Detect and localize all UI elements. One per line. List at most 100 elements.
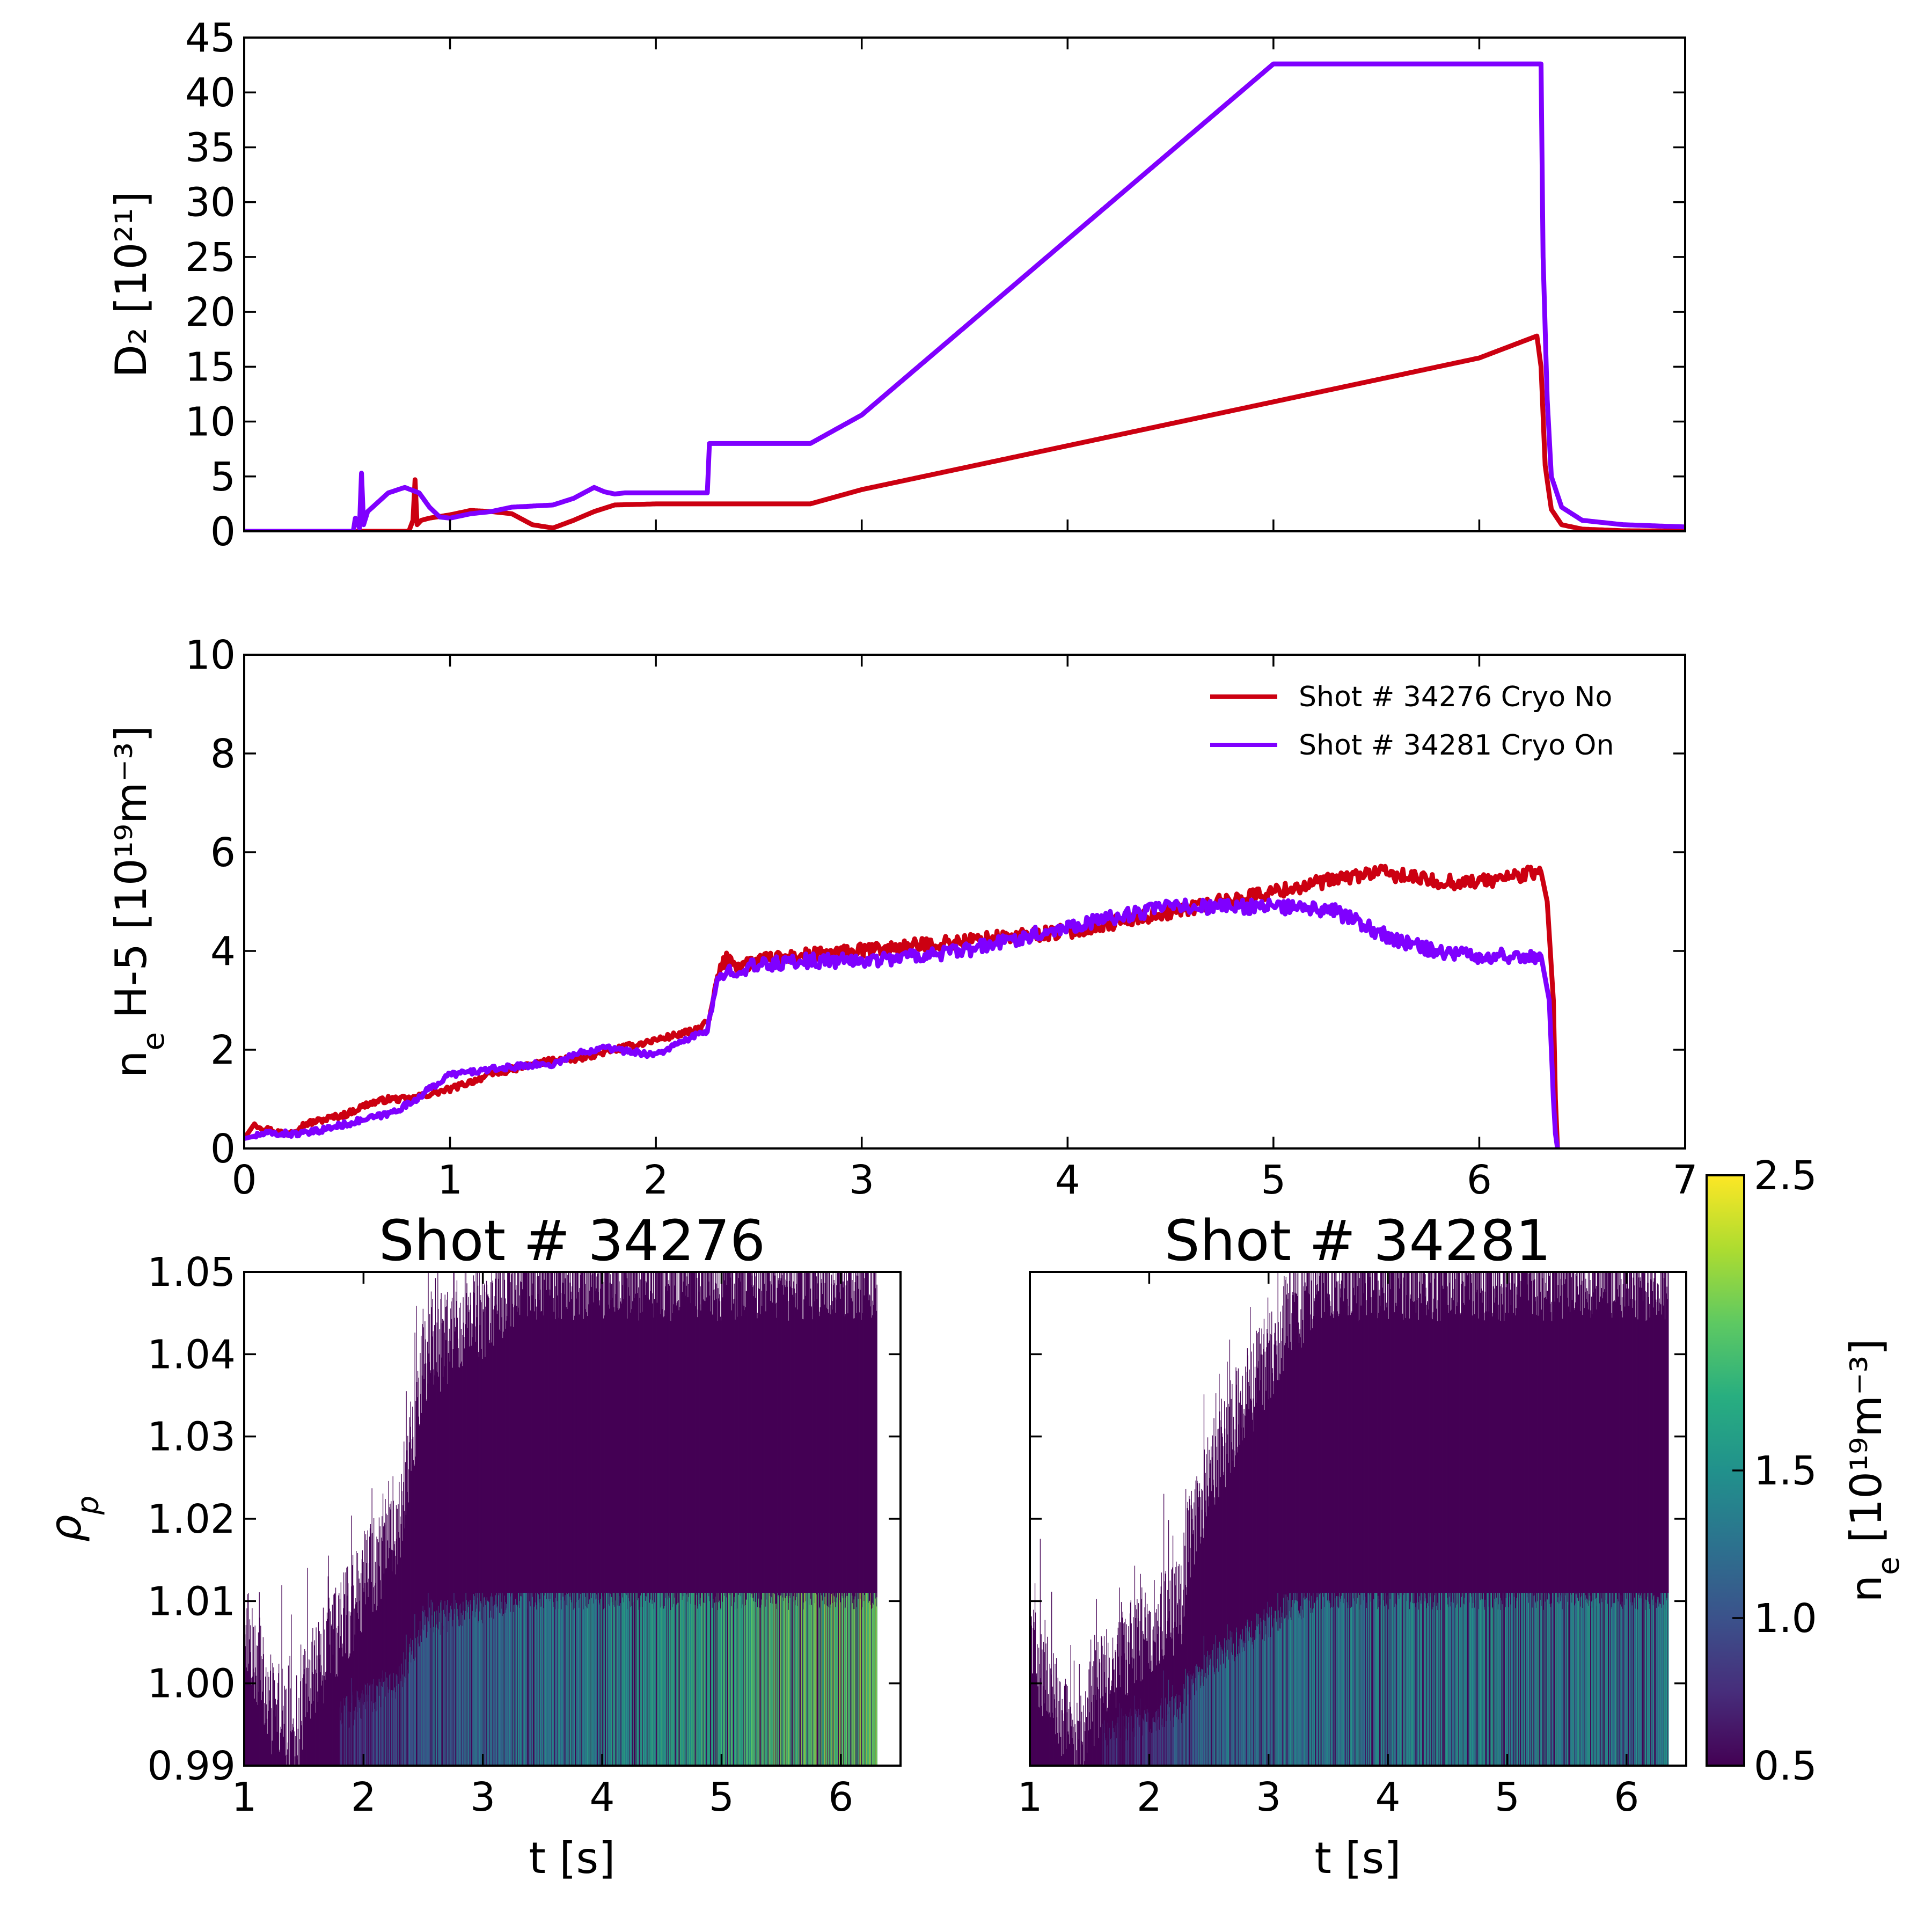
heatmap-shot-34281-edge-cell-3.852 [1370, 1272, 1371, 1766]
heatmap-shot-34276-edge-cell-1.116 [258, 1632, 259, 1766]
heatmap-shot-34281-core-cell-3.716 [1353, 1593, 1355, 1766]
heatmap-shot-34281-core-cell-4.888 [1494, 1604, 1495, 1766]
heatmap-shot-34281-core-cell-2.504 [1209, 1665, 1210, 1766]
heatmap-shot-34276-core-cell-1.904 [352, 1695, 353, 1766]
heatmap-shot-34281-core-cell-3.492 [1327, 1600, 1328, 1766]
heatmap-shot-34276-edge-cell-2.516 [425, 1339, 426, 1766]
heatmap-shot-34281-edge-cell-5.804 [1603, 1292, 1604, 1766]
heatmap-shot-34276-core-cell-4.536 [666, 1593, 667, 1766]
heatmap-shot-34281-core-cell-3.908 [1377, 1593, 1378, 1766]
heatmap-shot-34281-core-cell-3.284 [1302, 1609, 1304, 1766]
heatmap-shot-34281-edge-cell-4.268 [1419, 1272, 1421, 1766]
heatmap-shot-34281-edge-cell-1.052 [1036, 1673, 1037, 1766]
top-ytick-label-0: 0 [210, 509, 236, 555]
heatmap-shot-34281-edge-cell-1.160 [1049, 1712, 1050, 1766]
heatmap-shot-34276-edge-cell-2.104 [376, 1610, 377, 1766]
heatmap-shot-34276-core-cell-5.452 [775, 1593, 777, 1766]
heatmap-shot-34281-core-cell-5.132 [1523, 1593, 1524, 1766]
heatmap-shot-34281-edge-cell-2.552 [1215, 1436, 1216, 1766]
heatmap-shot-34276-edge-cell-6.096 [852, 1301, 853, 1766]
heatmap-shot-34281-edge-cell-1.908 [1138, 1603, 1139, 1766]
heatmap-shot-34276-core-cell-1.880 [349, 1727, 350, 1766]
heatmap-shot-34281-core-cell-4.632 [1463, 1604, 1464, 1766]
heatmap-shot-34281-edge-cell-4.860 [1490, 1272, 1491, 1766]
heatmap-shot-34281-edge-cell-5.636 [1583, 1272, 1584, 1766]
heatmap-shot-34281-core-cell-4.248 [1417, 1593, 1418, 1766]
heatmap-shot-34281-core-cell-4.800 [1483, 1593, 1484, 1766]
heatmap-shot-34281-core-cell-4.840 [1488, 1593, 1489, 1766]
heatmap-shot-34276-edge-cell-2.444 [416, 1382, 418, 1766]
heatmap-shot-34276-edge-cell-3.856 [585, 1284, 586, 1766]
heatmap-shot-34276-edge-cell-5.260 [752, 1287, 753, 1766]
heatmap-shot-34281-edge-cell-5.412 [1556, 1272, 1557, 1766]
heatmap-shot-34276-edge-cell-3.640 [559, 1272, 560, 1766]
heatmap-shot-34276-core-cell-4.176 [623, 1593, 624, 1766]
heatmap-shot-34281-core-cell-2.404 [1197, 1666, 1198, 1766]
heatmap-shot-34276-core-cell-5.636 [797, 1606, 799, 1766]
heatmap-shot-34281-edge-cell-1.832 [1129, 1664, 1130, 1766]
heatmap-shot-34281-edge-cell-4.724 [1474, 1314, 1475, 1766]
heatmap-shot-34281-core-cell-5.076 [1516, 1598, 1517, 1766]
heatmap-shot-34281-edge-cell-5.580 [1576, 1276, 1577, 1766]
heatmap-shot-34281-edge-cell-2.064 [1157, 1620, 1158, 1766]
heatmap-shot-34281-core-cell-4.692 [1470, 1593, 1472, 1766]
heatmap-shot-34281-edge-cell-2.480 [1206, 1516, 1208, 1766]
heatmap-shot-34281-edge-cell-5.732 [1594, 1272, 1596, 1766]
heatmap-shot-34276-edge-cell-3.428 [533, 1311, 535, 1766]
heatmap-shot-34276-core-cell-4.404 [650, 1599, 652, 1766]
heatmap-shot-34276-edge-cell-2.552 [429, 1314, 430, 1766]
heatmap-shot-34281-edge-cell-4.028 [1391, 1272, 1392, 1766]
heatmap-shot-34281-core-cell-5.392 [1554, 1593, 1555, 1766]
heatmap-shot-34276-edge-cell-5.356 [764, 1284, 765, 1766]
heatmap-shot-34276-edge-cell-3.700 [566, 1272, 567, 1766]
heatmap-shot-34276-edge-cell-3.496 [542, 1272, 543, 1766]
heatmap-shot-34281-core-cell-5.188 [1529, 1593, 1531, 1766]
heatmap-shot-34281-edge-cell-4.924 [1498, 1305, 1499, 1766]
heatmap-shot-34281-edge-cell-1.872 [1133, 1683, 1135, 1766]
heatmap-shot-34276-core-cell-2.192 [386, 1696, 387, 1766]
heatmap-shot-34276-core-cell-5.028 [724, 1593, 726, 1766]
heatmap-shot-34276-edge-cell-4.572 [670, 1321, 671, 1766]
heatmap-shot-34281-core-cell-5.368 [1551, 1603, 1552, 1766]
heatmap-shot-34276-edge-cell-2.744 [452, 1367, 453, 1766]
heatmap-shot-34281-core-cell-3.960 [1383, 1593, 1384, 1766]
heatmap-shot-34276-core-cell-2.676 [444, 1614, 445, 1766]
heatmap-shot-34276-core-cell-5.144 [738, 1593, 740, 1766]
heatmap-shot-34281-core-cell-2.988 [1267, 1614, 1268, 1766]
heatmap-shot-34281-edge-cell-5.800 [1602, 1272, 1604, 1766]
heatmap-shot-34281-edge-cell-2.636 [1225, 1487, 1226, 1766]
heatmap-shot-34276-core-cell-3.740 [571, 1602, 572, 1766]
heatmap-shot-34281-core-cell-5.612 [1580, 1606, 1581, 1766]
heatmap-shot-34276-core-cell-2.476 [420, 1635, 421, 1766]
heatmap-shot-34281-edge-cell-1.316 [1067, 1731, 1069, 1766]
heatmap-shot-34281-core-cell-5.872 [1611, 1607, 1612, 1766]
heatmap-shot-34281-core-cell-2.604 [1221, 1637, 1222, 1766]
heatmap-shot-34276-core-cell-4.796 [697, 1608, 698, 1766]
heatmap-shot-34276-core-cell-3.300 [518, 1593, 519, 1766]
heatmap-shot-34281-edge-cell-2.540 [1213, 1418, 1214, 1766]
heatmap-shot-34281-edge-cell-4.948 [1501, 1284, 1502, 1766]
heatmap-shot-34276-core-cell-2.552 [429, 1607, 430, 1766]
heatmap-shot-34281-core-cell-3.844 [1369, 1593, 1370, 1766]
heatmap-shot-34281-edge-cell-4.556 [1454, 1272, 1455, 1766]
heatmap-shot-34281-edge-cell-4.452 [1441, 1272, 1443, 1766]
heatmap-shot-34281-core-cell-5.500 [1567, 1593, 1568, 1766]
heatmap-shot-34276-core-cell-6.020 [843, 1596, 844, 1766]
heatmap-shot-34281-edge-cell-1.260 [1060, 1756, 1062, 1766]
heatmap-shot-34276-core-cell-4.832 [701, 1593, 702, 1766]
heatmap-shot-34281-edge-cell-3.508 [1329, 1294, 1330, 1766]
heatmap-shot-34281-core-cell-3.084 [1278, 1630, 1279, 1766]
heatmap-shot-34276-edge-cell-3.444 [536, 1306, 537, 1766]
heatmap-shot-34276-core-cell-3.960 [597, 1593, 598, 1766]
heatmap-shot-34276-edge-cell-1.880 [349, 1656, 350, 1766]
heatmap-shot-34281-core-cell-4.656 [1466, 1593, 1467, 1766]
heatmap-shot-34276-edge-cell-4.728 [689, 1272, 690, 1766]
heatmap-shot-34276-core-cell-5.180 [743, 1593, 744, 1766]
heatmap-shot-34281-core-cell-5.436 [1559, 1593, 1560, 1766]
heatmap-shot-34276-core-cell-3.232 [510, 1612, 511, 1766]
heatmap-shot-34276-edge-cell-4.552 [668, 1284, 669, 1766]
heatmap-shot-34281-edge-cell-4.304 [1424, 1272, 1425, 1766]
heatmap-shot-34276-core-cell-4.612 [675, 1593, 676, 1766]
heatmap-shot-34276-edge-cell-3.832 [582, 1272, 583, 1766]
heatmap-shot-34281-core-cell-4.080 [1397, 1593, 1399, 1766]
